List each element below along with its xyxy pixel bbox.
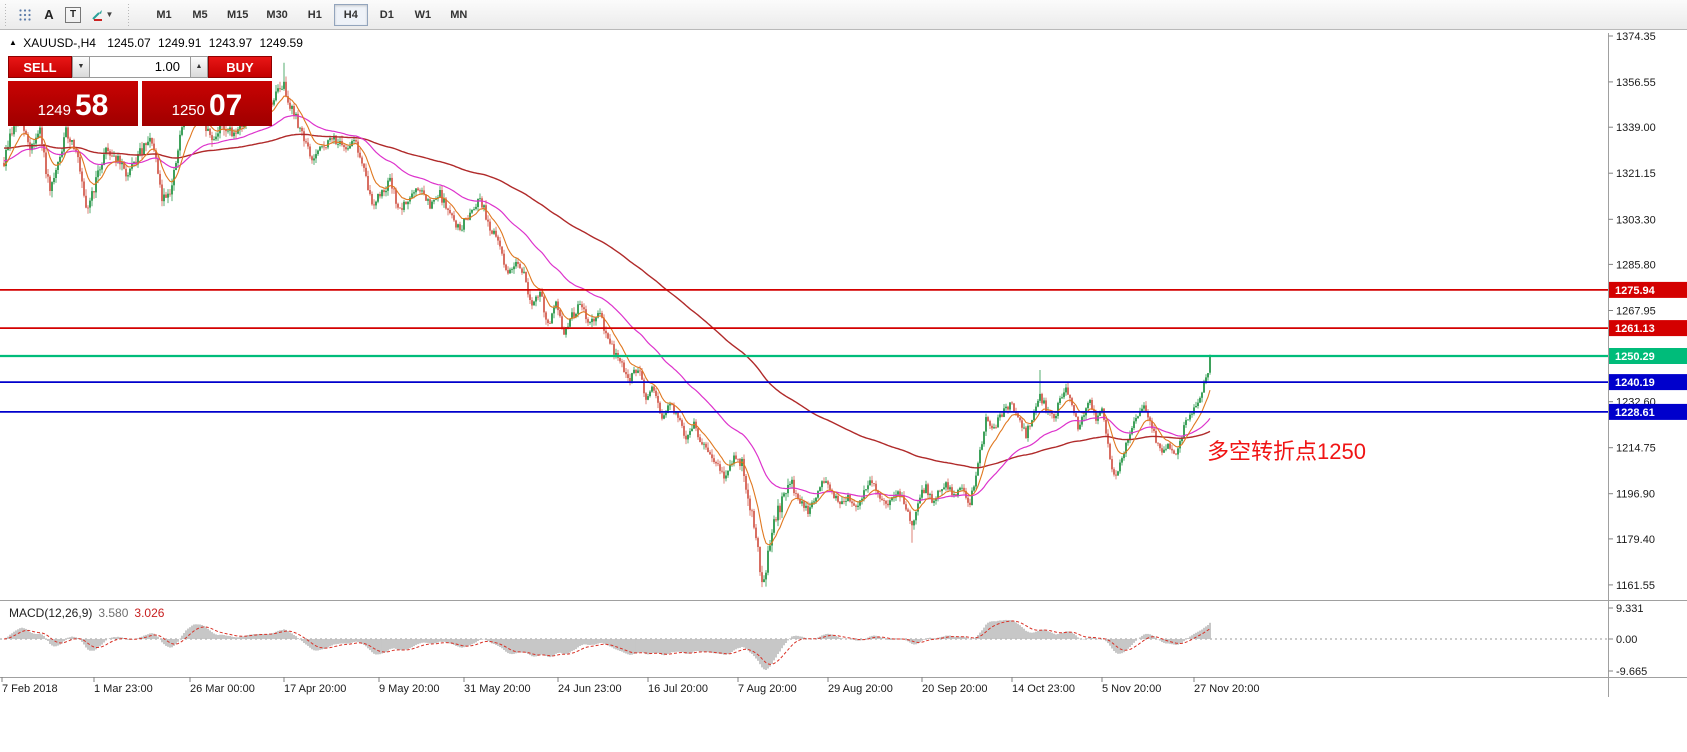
macd-scale-label: 0.00 <box>1616 634 1637 646</box>
price-axis-label: 1267.95 <box>1616 306 1656 318</box>
macd-indicator-label: MACD(12,26,9) 3.580 3.026 <box>9 606 164 620</box>
chart-annotation: 多空转折点1250 <box>1207 439 1366 464</box>
collapse-one-click-arrow[interactable]: ▲ <box>9 38 17 47</box>
timeframe-button-d1[interactable]: D1 <box>379 8 394 21</box>
macd-scale-label: 9.331 <box>1616 603 1644 615</box>
timeframe-button-h1[interactable]: H1 <box>307 8 322 21</box>
timeframe-button-m30[interactable]: M30 <box>266 8 288 21</box>
chart-canvas[interactable]: 1374.35 1356.55 1339.00 1321.15 1303.30 1285.… <box>0 0 1687 700</box>
text-tool-button[interactable]: T <box>61 4 85 26</box>
ask-pips-digits: 07 <box>209 89 243 122</box>
price-marker-box-1275.94 <box>1609 281 1687 298</box>
sell-button[interactable]: SELL <box>8 56 72 78</box>
price-axis-label: 1356.55 <box>1616 77 1656 89</box>
price-marker-box-1228.61 <box>1609 403 1687 420</box>
timeframe-button-mn[interactable]: MN <box>450 8 468 21</box>
toolbar-grip-handle-2[interactable] <box>127 3 132 26</box>
price-axis-label: 1321.15 <box>1616 168 1656 180</box>
one-click-trading-panel: SELL ▼ 1.00 ▲ BUY 1249 58 1250 07 <box>8 56 272 126</box>
macd-signal-line <box>3 620 1211 665</box>
toolbar: A T ▼ M1 M5 M15 M30 H1 H4 D1 W1 MN <box>0 0 1687 30</box>
price-axis-label: 1179.40 <box>1616 534 1655 546</box>
time-axis-label: 29 Aug 20:00 <box>828 683 893 695</box>
timeframe-button-m1[interactable]: M1 <box>156 8 172 21</box>
price-marker-label: 1250.29 <box>1615 351 1655 363</box>
timeframe-button-h4[interactable]: H4 <box>333 3 368 26</box>
grid-dots-icon-glyph <box>19 8 31 21</box>
macd-signal-value: 3.026 <box>134 606 165 620</box>
price-axis-label: 1214.75 <box>1616 443 1656 455</box>
ask-price-display[interactable]: 1250 07 <box>142 81 272 126</box>
bid-price-display[interactable]: 1249 58 <box>8 81 138 126</box>
one-click-order-row: SELL ▼ 1.00 ▲ BUY <box>8 56 272 78</box>
ohlc-close: 1249.59 <box>259 36 303 50</box>
time-axis-label: 5 Nov 20:00 <box>1102 683 1161 695</box>
ohlc-open: 1245.07 <box>107 36 151 50</box>
chevron-down-icon: ▼ <box>105 10 114 19</box>
bid-pips-digits: 58 <box>75 89 109 122</box>
price-axis-label: 1374.35 <box>1616 31 1656 43</box>
ma-fast-line <box>3 95 1211 546</box>
timeframe-button-m5[interactable]: M5 <box>192 8 208 21</box>
time-axis-label: 9 May 20:00 <box>379 683 440 695</box>
timeframe-button-w1[interactable]: W1 <box>414 8 432 21</box>
ohlc-low: 1243.97 <box>208 36 253 50</box>
volume-decrease-button[interactable]: ▼ <box>72 56 89 78</box>
time-axis-label: 17 Apr 20:00 <box>284 683 346 695</box>
price-axis-label: 1196.90 <box>1616 489 1655 501</box>
time-axis-label: 16 Jul 20:00 <box>648 683 708 695</box>
price-marker-label: 1228.61 <box>1615 407 1655 419</box>
grid-dots-icon[interactable] <box>13 4 37 26</box>
buy-button[interactable]: BUY <box>208 56 272 78</box>
symbol-period-label: XAUUSD-,H4 <box>23 36 96 50</box>
price-marker-box-1240.19 <box>1609 374 1687 391</box>
line-style-icon <box>91 9 102 21</box>
price-marker-label: 1261.13 <box>1615 323 1655 335</box>
time-axis-label: 20 Sep 20:00 <box>922 683 987 695</box>
macd-name: MACD(12,26,9) <box>9 606 93 620</box>
text-label-icon: A <box>44 7 54 22</box>
bid-main-digits: 1249 <box>37 102 71 119</box>
one-click-price-row: 1249 58 1250 07 <box>8 81 272 126</box>
time-axis-label: 26 Mar 00:00 <box>190 683 255 695</box>
line-style-picker-button[interactable]: ▼ <box>85 4 119 26</box>
timeframe-button-m15[interactable]: M15 <box>227 8 249 21</box>
price-marker-label: 1275.94 <box>1615 285 1656 297</box>
price-axis-label: 1285.80 <box>1616 259 1656 271</box>
macd-plot <box>0 619 1608 670</box>
text-label-tool-button[interactable]: A <box>37 4 61 26</box>
ma-mid-line <box>3 114 1211 502</box>
volume-increase-button[interactable]: ▲ <box>191 56 208 78</box>
price-marker-box-1261.13 <box>1609 320 1687 337</box>
chart-title: ▲ XAUUSD-,H4 1245.07 1249.91 1243.97 124… <box>9 36 307 50</box>
toolbar-grip-handle[interactable] <box>4 3 9 26</box>
time-axis-label: 24 Jun 23:00 <box>558 683 622 695</box>
volume-input[interactable]: 1.00 <box>89 56 191 78</box>
ohlc-high: 1249.91 <box>158 36 202 50</box>
time-axis-label: 14 Oct 23:00 <box>1012 683 1075 695</box>
time-axis-label: 31 May 20:00 <box>464 683 531 695</box>
price-marker-label: 1240.19 <box>1615 377 1655 389</box>
price-axis-label: 1339.00 <box>1616 122 1656 134</box>
macd-scale-label: -9.665 <box>1616 666 1647 678</box>
price-axis-label: 1303.30 <box>1616 214 1656 226</box>
price-marker-box-1250.29 <box>1609 348 1687 364</box>
time-axis-label: 7 Aug 20:00 <box>738 683 797 695</box>
macd-main-value: 3.580 <box>98 606 129 620</box>
time-axis-label: 27 Nov 20:00 <box>1194 683 1259 695</box>
timeframe-group: M1 M5 M15 M30 H1 H4 D1 W1 MN <box>146 3 477 26</box>
time-axis-label: 7 Feb 2018 <box>2 683 58 695</box>
text-tool-icon: T <box>65 6 81 23</box>
time-axis-label: 1 Mar 23:00 <box>94 683 153 695</box>
ask-main-digits: 1250 <box>171 102 205 119</box>
price-plot <box>3 62 1211 588</box>
price-axis-label: 1161.55 <box>1616 580 1655 592</box>
